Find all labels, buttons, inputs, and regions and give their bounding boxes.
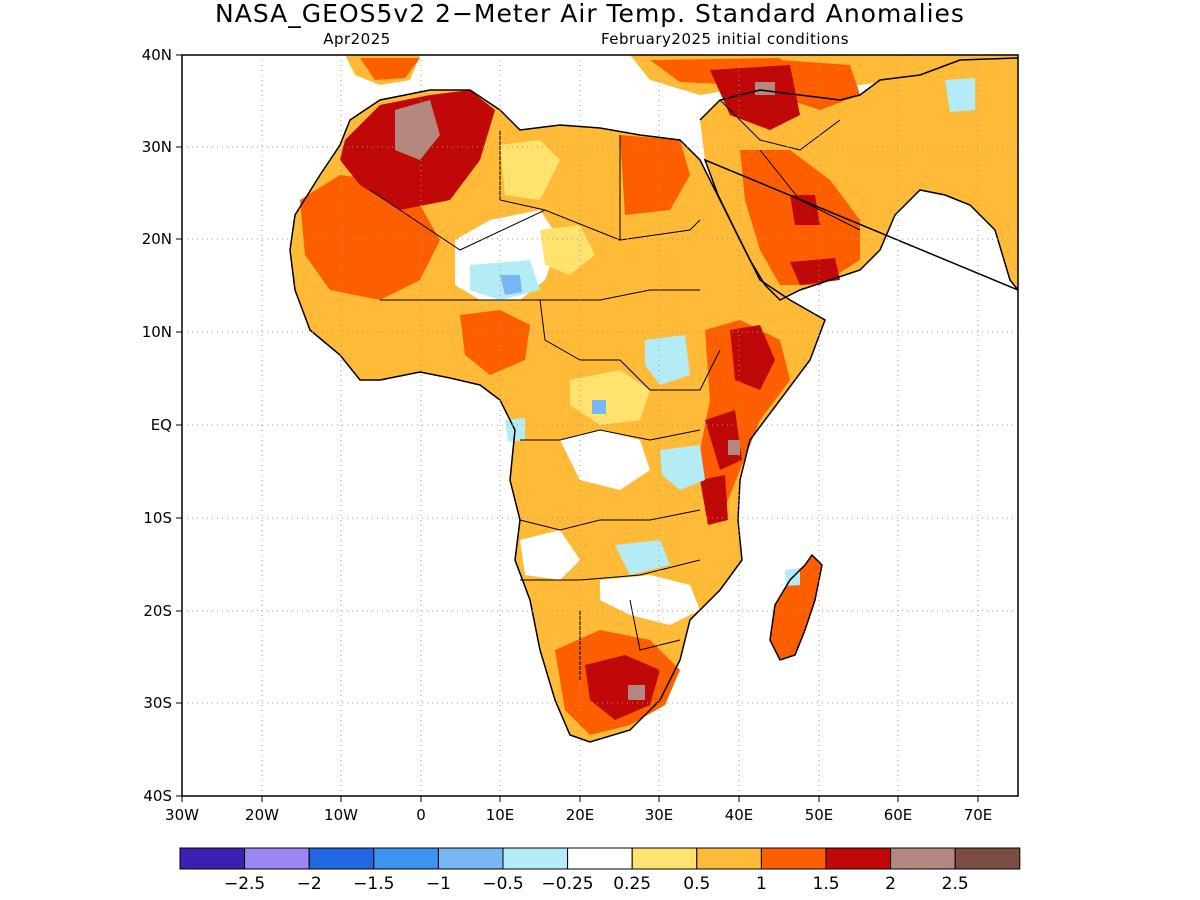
anomaly-field (289, 55, 1018, 743)
colorbar-swatch (179, 847, 246, 870)
madagascar-coastline (769, 553, 823, 661)
colorbar-swatch (567, 847, 633, 870)
colorbar-label: −0.5 (482, 874, 523, 894)
colorbar-label: −2.5 (224, 874, 265, 894)
colorbar-label: −1.5 (353, 874, 394, 894)
lat-label: 10S (143, 509, 172, 527)
europe-white (430, 55, 700, 130)
lat-label: 30N (142, 138, 172, 156)
red-yemen (790, 258, 840, 285)
colorbar-swatch (696, 847, 762, 870)
longitude-labels: 30W 20W 10W 0 10E 20E 30E 40E 50E 60E 70… (165, 806, 992, 824)
colorbar-swatch (373, 847, 439, 870)
lat-label: 20N (142, 230, 172, 248)
red-south-africa (585, 655, 660, 720)
lat-label: 30S (143, 694, 172, 712)
lat-label: 40N (142, 46, 172, 64)
colorbar-label: 0.5 (683, 874, 710, 894)
lat-label: 20S (143, 602, 172, 620)
lon-label: 40E (725, 806, 754, 824)
colorbar-swatch (308, 847, 375, 870)
colorbar-swatch (954, 847, 1021, 870)
blue-iran-coast (945, 78, 975, 112)
blue-sahel-core (500, 275, 522, 295)
orange-iran (780, 60, 860, 110)
blue-zambia (615, 540, 670, 575)
colorbar-label: 1.5 (812, 874, 839, 894)
yellow-zone-central (570, 370, 650, 425)
colorbar-label: 1 (756, 874, 767, 894)
colorbar-swatch (825, 847, 892, 870)
initial-conditions: February2025 initial conditions (601, 30, 849, 48)
colorbar-swatch (437, 847, 504, 870)
orange-nigeria (460, 310, 530, 375)
lon-label: 30W (165, 806, 199, 824)
blue-lakes (660, 445, 705, 490)
red-ethiopia (730, 325, 775, 390)
colorbar-label: 0.25 (613, 874, 651, 894)
lat-label: 40S (143, 787, 172, 805)
latitude-labels: 40N 30N 20N 10N EQ 10S 20S 30S 40S (142, 46, 172, 805)
yellow-zone-north (500, 140, 560, 200)
brown-kenya (728, 440, 740, 455)
brown-middle-east (755, 82, 775, 95)
yellow-zone-west (540, 225, 595, 275)
southern-africa-white (600, 575, 700, 625)
colorbar-label: −0.25 (542, 874, 594, 894)
forecast-month: Apr2025 (323, 30, 391, 48)
gridlines (182, 55, 1018, 796)
colorbar: −2.5 −2 −1.5 −1 −0.5 −0.25 0.25 0.5 1 1.5 2 2.5 (179, 847, 1021, 894)
colorbar-label: 2 (885, 874, 896, 894)
africa-coastline (289, 89, 826, 743)
lon-label: 0 (416, 806, 426, 824)
lon-label: 30E (645, 806, 674, 824)
madagascar-land (770, 555, 822, 660)
lat-label: 10N (142, 323, 172, 341)
country-borders (369, 99, 861, 680)
lat-label: EQ (151, 416, 172, 434)
red-arabia (790, 195, 820, 225)
arabia-coastline (699, 57, 1018, 301)
orange-libya-top (360, 58, 420, 80)
lon-label: 20W (245, 806, 279, 824)
colorbar-label: −1 (426, 874, 451, 894)
colorbar-label: 2.5 (942, 874, 969, 894)
congo-white (560, 430, 650, 490)
lon-label: 70E (964, 806, 993, 824)
brown-south-africa (628, 685, 645, 700)
angola-white (520, 530, 580, 580)
blue-south-sudan (645, 335, 690, 385)
lon-label: 60E (884, 806, 913, 824)
orange-egypt (620, 135, 690, 215)
colorbar-swatch (890, 847, 956, 870)
red-tanzania (700, 475, 728, 525)
lon-label: 10W (324, 806, 358, 824)
lon-label: 10E (486, 806, 515, 824)
blue-congo (592, 400, 606, 414)
red-iraq (710, 65, 800, 130)
colorbar-swatch (760, 847, 827, 870)
colorbar-swatch (502, 847, 569, 870)
lon-label: 50E (805, 806, 834, 824)
colorbar-swatch (244, 847, 310, 870)
figure-title: NASA_GEOS5v2 2−Meter Air Temp. Standard … (215, 0, 965, 28)
lon-label: 20E (566, 806, 595, 824)
colorbar-swatch (631, 847, 698, 870)
tick-marks (176, 54, 979, 802)
colorbar-label: −2 (297, 874, 322, 894)
brown-algeria (395, 100, 440, 160)
